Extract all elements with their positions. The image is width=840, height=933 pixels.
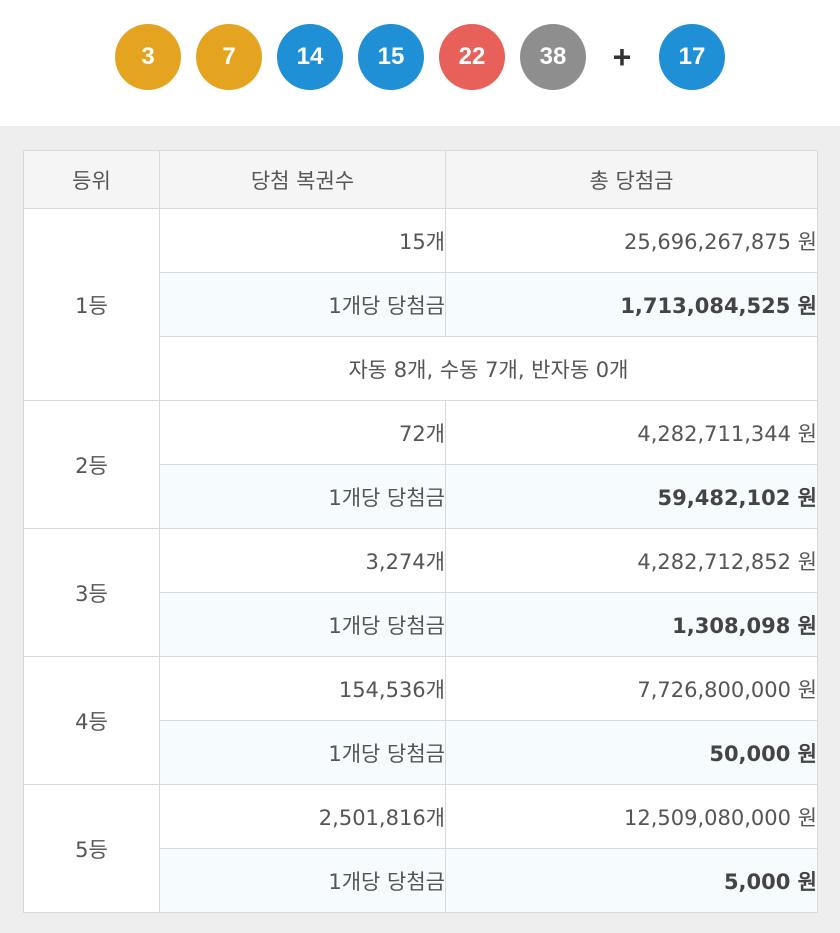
table-row: 5등 2,501,816개 12,509,080,000 원 bbox=[23, 784, 818, 913]
rank-cell: 4등 bbox=[23, 656, 160, 785]
per-prize: 59,482,102 원 bbox=[445, 464, 818, 529]
prize-table-container: 등위 당첨 복권수 총 당첨금 1등 15개 25,696,267,875 원 … bbox=[0, 126, 840, 933]
per-label: 1개당 당첨금 bbox=[159, 464, 446, 529]
rank-cell: 1등 bbox=[23, 208, 160, 401]
number-ball: 15 bbox=[358, 24, 424, 90]
table-row: 4등 154,536개 7,726,800,000 원 bbox=[23, 656, 818, 785]
total-prize: 25,696,267,875 원 bbox=[445, 208, 818, 273]
table-row: 3등 3,274개 4,282,712,852 원 bbox=[23, 528, 818, 657]
rank-cell: 5등 bbox=[23, 784, 160, 913]
header-rank: 등위 bbox=[23, 150, 160, 209]
per-prize: 50,000 원 bbox=[445, 720, 818, 785]
rank-cell: 3등 bbox=[23, 528, 160, 657]
number-ball: 38 bbox=[520, 24, 586, 90]
per-label: 1개당 당첨금 bbox=[159, 592, 446, 657]
winning-numbers: 3 7 14 15 22 38 + 17 bbox=[0, 0, 840, 126]
plus-sign: + bbox=[612, 38, 632, 75]
table-row: 1개당 당첨금 59,482,102 원 bbox=[24, 464, 818, 529]
header-winner-count: 당첨 복권수 bbox=[159, 150, 446, 209]
prize-table: 등위 당첨 복권수 총 당첨금 1등 15개 25,696,267,875 원 … bbox=[23, 150, 818, 913]
header-total-prize: 총 당첨금 bbox=[445, 150, 818, 209]
purchase-type-note: 자동 8개, 수동 7개, 반자동 0개 bbox=[159, 336, 818, 401]
winner-count: 2,501,816개 bbox=[159, 784, 446, 849]
per-prize: 1,308,098 원 bbox=[445, 592, 818, 657]
per-label: 1개당 당첨금 bbox=[159, 272, 446, 337]
total-prize: 4,282,712,852 원 bbox=[445, 528, 818, 593]
table-row: 1개당 당첨금 5,000 원 bbox=[24, 848, 818, 913]
number-ball: 7 bbox=[196, 24, 262, 90]
table-header-row: 등위 당첨 복권수 총 당첨금 bbox=[23, 150, 818, 209]
per-prize: 5,000 원 bbox=[445, 848, 818, 913]
winner-count: 72개 bbox=[159, 400, 446, 465]
rank-cell: 2등 bbox=[23, 400, 160, 529]
bonus-ball: 17 bbox=[659, 24, 725, 90]
per-prize: 1,713,084,525 원 bbox=[445, 272, 818, 337]
table-row: 1개당 당첨금 1,713,084,525 원 bbox=[24, 272, 818, 337]
winner-count: 3,274개 bbox=[159, 528, 446, 593]
per-label: 1개당 당첨금 bbox=[159, 720, 446, 785]
number-ball: 22 bbox=[439, 24, 505, 90]
total-prize: 4,282,711,344 원 bbox=[445, 400, 818, 465]
total-prize: 12,509,080,000 원 bbox=[445, 784, 818, 849]
winner-count: 15개 bbox=[159, 208, 446, 273]
per-label: 1개당 당첨금 bbox=[159, 848, 446, 913]
table-row: 2등 72개 4,282,711,344 원 bbox=[23, 400, 818, 529]
table-row: 1개당 당첨금 1,308,098 원 bbox=[24, 592, 818, 657]
table-row: 1등 15개 25,696,267,875 원 bbox=[23, 208, 818, 401]
total-prize: 7,726,800,000 원 bbox=[445, 656, 818, 721]
number-ball: 14 bbox=[277, 24, 343, 90]
winner-count: 154,536개 bbox=[159, 656, 446, 721]
number-ball: 3 bbox=[115, 24, 181, 90]
